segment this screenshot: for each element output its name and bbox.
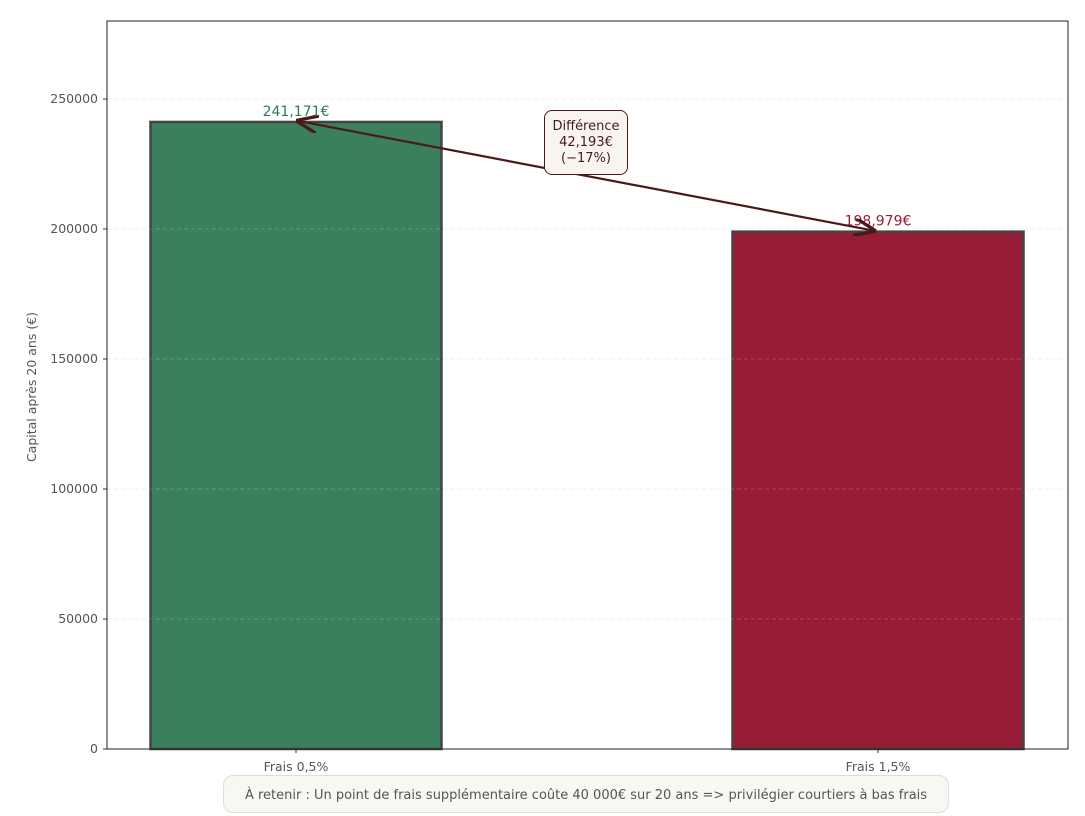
bar-1 [149, 120, 443, 751]
x-tick-label: Frais 0,5% [264, 759, 329, 774]
y-tick-label: 50000 [58, 611, 98, 626]
y-tick-label: 200000 [50, 221, 98, 236]
difference-annotation: Différence 42,193€ (−17%) [544, 110, 628, 175]
annotation-amount: 42,193€ [559, 135, 613, 150]
plot-frame [106, 20, 1069, 750]
x-tick-label: Frais 1,5% [846, 759, 911, 774]
data-label: 241,171€ [263, 104, 330, 120]
annotation-title: Différence [552, 119, 620, 134]
annotation-percent: (−17%) [561, 151, 611, 166]
y-tick-label: 150000 [50, 351, 98, 366]
y-tick-label: 100000 [50, 481, 98, 496]
bar-2 [731, 230, 1025, 751]
y-tick-label: 250000 [50, 91, 98, 106]
y-axis-label: Capital après 20 ans (€) [24, 312, 39, 462]
difference-arrow [298, 121, 874, 231]
footnote-box: À retenir : Un point de frais supplément… [223, 775, 949, 813]
y-tick-label: 0 [90, 741, 98, 756]
